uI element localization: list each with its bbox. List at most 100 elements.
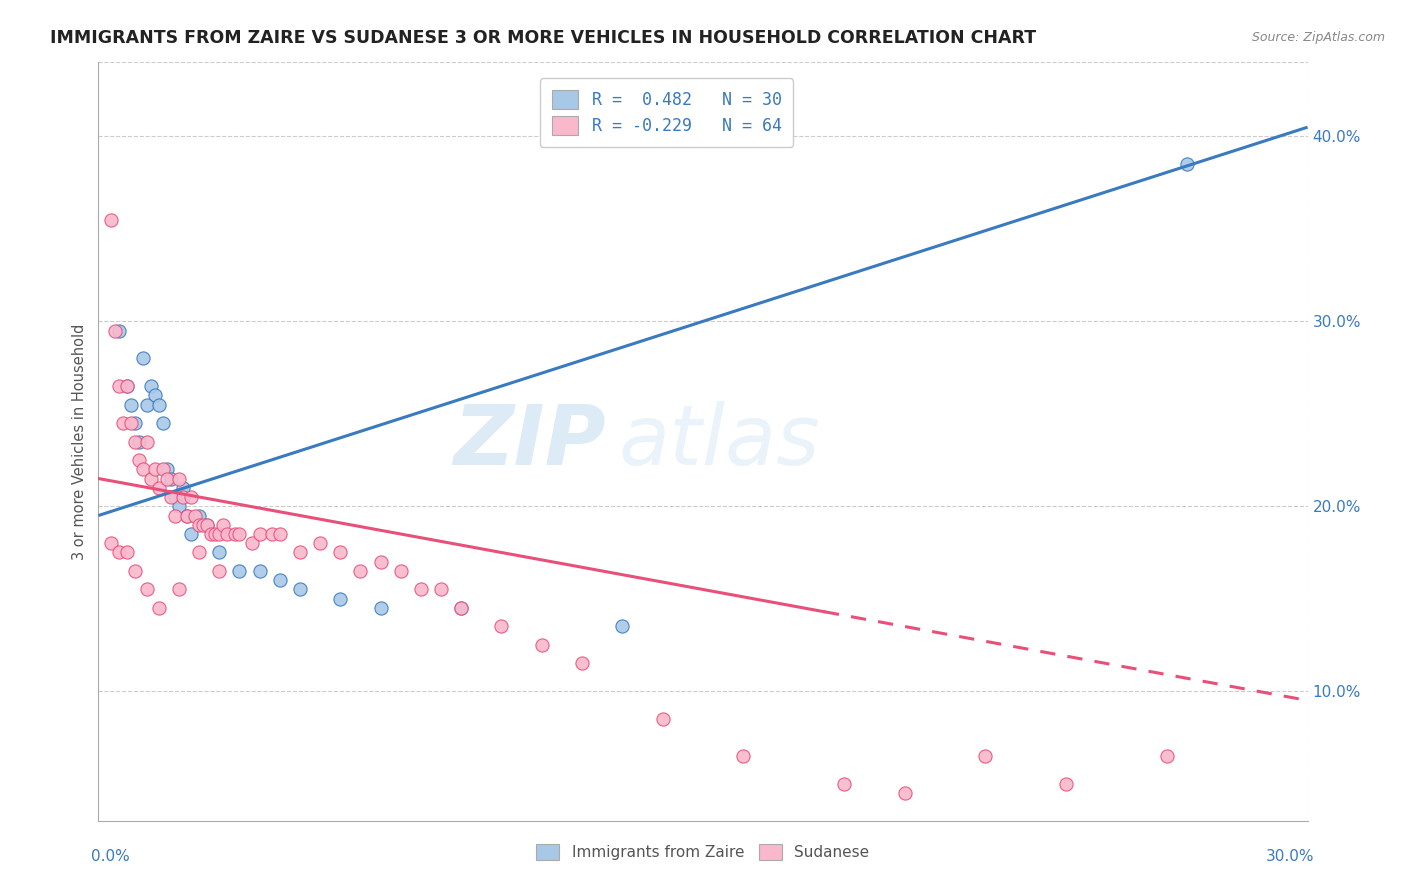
Point [120, 398, 142, 412]
Point [832, 777, 855, 791]
Point [176, 508, 198, 523]
Point [1156, 748, 1178, 763]
Point [329, 545, 352, 559]
Point [167, 500, 190, 514]
Point [124, 416, 146, 430]
Point [200, 527, 222, 541]
Point [195, 517, 218, 532]
Y-axis label: 3 or more Vehicles in Household: 3 or more Vehicles in Household [72, 324, 87, 559]
Point [249, 527, 271, 541]
Point [309, 536, 332, 550]
Point [651, 712, 673, 726]
Point [143, 388, 166, 402]
Point [139, 379, 162, 393]
Point [124, 434, 146, 449]
Point [163, 508, 186, 523]
Text: IMMIGRANTS FROM ZAIRE VS SUDANESE 3 OR MORE VEHICLES IN HOUSEHOLD CORRELATION CH: IMMIGRANTS FROM ZAIRE VS SUDANESE 3 OR M… [51, 29, 1036, 47]
Point [135, 398, 157, 412]
Point [1175, 157, 1198, 171]
Point [208, 564, 231, 578]
Point [172, 481, 194, 495]
Point [240, 536, 263, 550]
Point [148, 398, 170, 412]
Point [204, 527, 226, 541]
Point [100, 212, 122, 227]
Point [217, 527, 239, 541]
Point [160, 471, 183, 485]
Point [212, 517, 235, 532]
Point [103, 324, 125, 338]
Point [370, 601, 392, 615]
Point [180, 527, 202, 541]
Point [208, 527, 231, 541]
Text: ZIP: ZIP [454, 401, 606, 482]
Point [193, 517, 215, 532]
Point [269, 573, 291, 587]
Point [188, 545, 211, 559]
Point [115, 379, 138, 393]
Point [115, 379, 138, 393]
Point [409, 582, 432, 597]
Point [111, 416, 134, 430]
Point [156, 462, 179, 476]
Point [288, 545, 311, 559]
Point [107, 379, 129, 393]
Point [100, 536, 122, 550]
Point [135, 582, 157, 597]
Point [132, 351, 155, 366]
Point [1054, 777, 1077, 791]
Point [148, 481, 170, 495]
Point [249, 564, 271, 578]
Point [430, 582, 453, 597]
Text: 30.0%: 30.0% [1267, 849, 1315, 863]
Point [176, 508, 198, 523]
Point [224, 527, 246, 541]
Point [107, 324, 129, 338]
Point [148, 601, 170, 615]
Point [167, 471, 190, 485]
Point [208, 545, 231, 559]
Point [188, 517, 211, 532]
Point [188, 508, 211, 523]
Point [195, 517, 218, 532]
Point [124, 564, 146, 578]
Point [128, 434, 150, 449]
Point [450, 601, 472, 615]
Point [530, 638, 553, 652]
Point [612, 619, 634, 633]
Point [389, 564, 412, 578]
Point [974, 748, 997, 763]
Text: 0.0%: 0.0% [91, 849, 131, 863]
Point [115, 545, 138, 559]
Point [180, 490, 202, 504]
Point [228, 564, 250, 578]
Point [288, 582, 311, 597]
Point [733, 748, 755, 763]
Point [370, 555, 392, 569]
Legend: Immigrants from Zaire, Sudanese: Immigrants from Zaire, Sudanese [530, 838, 876, 866]
Point [167, 582, 190, 597]
Point [152, 416, 174, 430]
Point [260, 527, 283, 541]
Point [156, 471, 179, 485]
Point [152, 462, 174, 476]
Point [135, 434, 157, 449]
Point [893, 786, 915, 800]
Point [172, 490, 194, 504]
Point [450, 601, 472, 615]
Point [228, 527, 250, 541]
Point [132, 462, 155, 476]
Text: atlas: atlas [619, 401, 820, 482]
Point [143, 462, 166, 476]
Point [184, 508, 207, 523]
Point [491, 619, 513, 633]
Point [128, 453, 150, 467]
Point [139, 471, 162, 485]
Point [269, 527, 291, 541]
Point [107, 545, 129, 559]
Point [349, 564, 371, 578]
Text: Source: ZipAtlas.com: Source: ZipAtlas.com [1251, 31, 1385, 45]
Point [329, 591, 352, 606]
Point [571, 657, 593, 671]
Point [163, 490, 186, 504]
